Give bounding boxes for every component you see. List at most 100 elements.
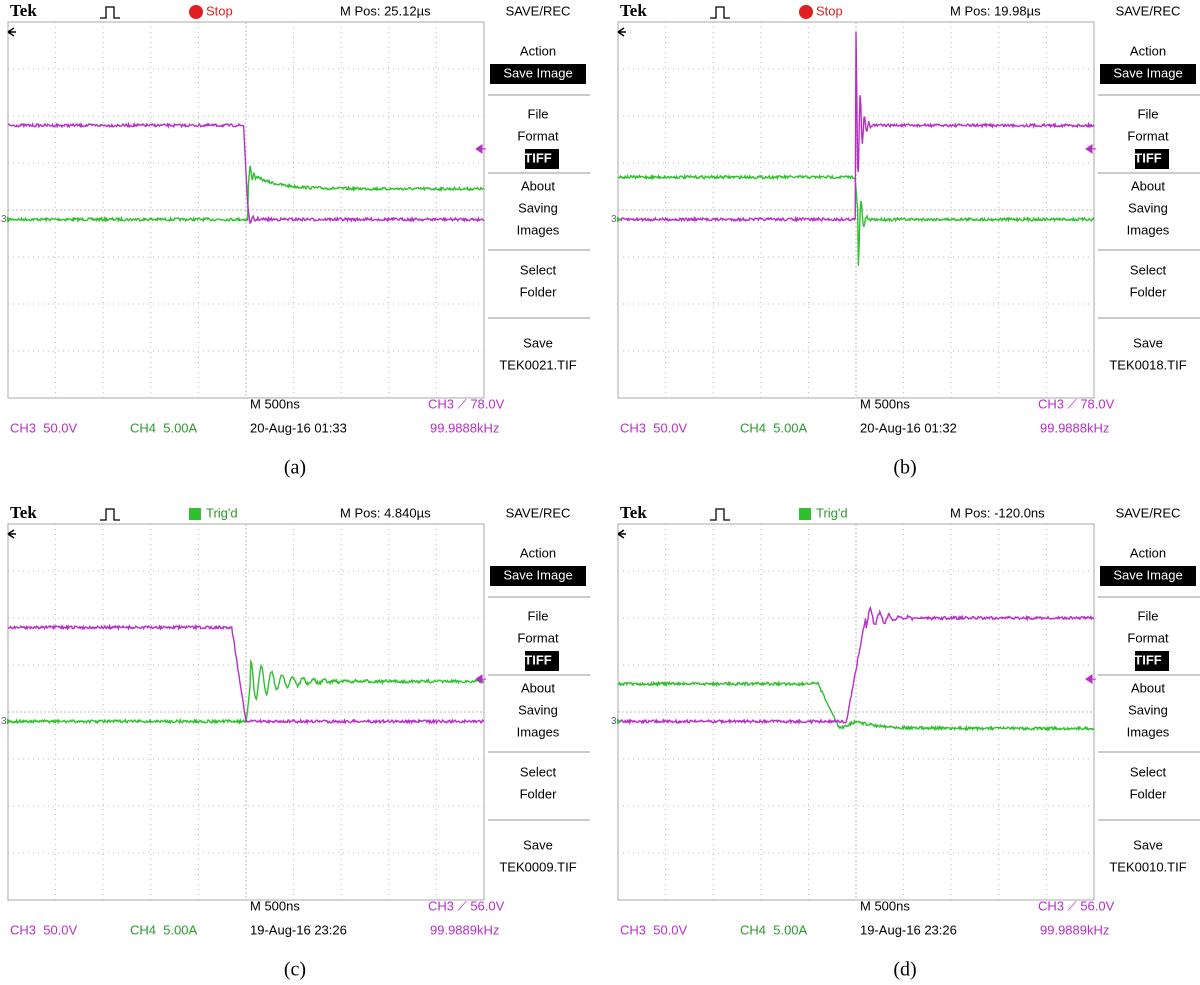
m-pos: M Pos: 25.12µs xyxy=(340,3,431,18)
brand: Tek xyxy=(620,503,647,522)
menu-item: Action xyxy=(1130,545,1166,560)
menu-item: Saving xyxy=(518,200,558,215)
menu-item: About xyxy=(521,178,555,193)
menu-item: TEK0021.TIF xyxy=(499,357,576,372)
datetime: 19-Aug-16 23:26 xyxy=(860,922,957,937)
ch4-scale: CH4 5.00A xyxy=(740,420,808,435)
datetime: 19-Aug-16 23:26 xyxy=(250,922,347,937)
m-pos: M Pos: 19.98µs xyxy=(950,3,1041,18)
trigger-setting: CH3 ⟋ 78.0V xyxy=(428,396,505,411)
ch3-scale: CH3 50.0V xyxy=(620,420,688,435)
trigger-icon xyxy=(100,509,120,520)
menu-item: Save xyxy=(523,335,553,350)
menu-item: File xyxy=(1138,608,1159,623)
m-pos: M Pos: -120.0ns xyxy=(950,505,1045,520)
status-icon xyxy=(799,5,813,19)
menu-item: TIFF xyxy=(524,150,551,165)
ground-marker: 3 xyxy=(611,716,617,727)
menu-item: About xyxy=(1131,680,1165,695)
trigger-icon xyxy=(710,7,730,18)
menu-item: Select xyxy=(520,262,557,277)
menu-item: TIFF xyxy=(1134,652,1161,667)
caption: (d) xyxy=(893,959,916,981)
menu-item: Folder xyxy=(1130,786,1168,801)
menu-item: Save Image xyxy=(503,567,572,582)
ch4-scale: CH4 5.00A xyxy=(130,420,198,435)
ch4-scale: CH4 5.00A xyxy=(740,922,808,937)
menu-item: Format xyxy=(1127,128,1169,143)
ch3-scale: CH3 50.0V xyxy=(620,922,688,937)
menu-item: TIFF xyxy=(1134,150,1161,165)
scope-panel: TekTrig'dM Pos: 4.840µsSAVE/REC3ActionSa… xyxy=(1,503,590,981)
ground-marker: 3 xyxy=(1,214,7,225)
menu-item: Folder xyxy=(1130,284,1168,299)
status-icon xyxy=(799,508,811,520)
menu-title: SAVE/REC xyxy=(1116,505,1181,520)
trigger-icon xyxy=(710,509,730,520)
menu-item: Saving xyxy=(518,702,558,717)
datetime: 20-Aug-16 01:33 xyxy=(250,420,347,435)
ch3-scale: CH3 50.0V xyxy=(10,420,78,435)
status-icon xyxy=(189,508,201,520)
status: Trig'd xyxy=(206,505,238,520)
status-icon xyxy=(189,5,203,19)
menu-title: SAVE/REC xyxy=(506,505,571,520)
menu-item: File xyxy=(528,608,549,623)
menu-item: Select xyxy=(1130,262,1167,277)
datetime: 20-Aug-16 01:32 xyxy=(860,420,957,435)
menu-item: Action xyxy=(520,43,556,58)
caption: (c) xyxy=(284,959,306,981)
menu-item: Select xyxy=(520,764,557,779)
timebase: M 500ns xyxy=(250,396,300,411)
menu-title: SAVE/REC xyxy=(1116,3,1181,18)
status: Stop xyxy=(816,3,843,18)
frequency: 99.9889kHz xyxy=(430,922,499,937)
menu-item: Folder xyxy=(520,284,558,299)
menu-item: Images xyxy=(1127,222,1170,237)
menu-item: Save xyxy=(1133,837,1163,852)
ground-marker: 3 xyxy=(1,716,7,727)
brand: Tek xyxy=(10,1,37,20)
menu-item: Format xyxy=(1127,630,1169,645)
menu-item: Folder xyxy=(520,786,558,801)
ch4-scale: CH4 5.00A xyxy=(130,922,198,937)
menu-item: Images xyxy=(517,724,560,739)
menu-item: Format xyxy=(517,630,559,645)
figure: Tek Stop M Pos: 25.12µs SAVE/REC 3 Action Save… xyxy=(0,0,1200,985)
timebase: M 500ns xyxy=(860,396,910,411)
menu-item: File xyxy=(528,106,549,121)
menu-item: TEK0009.TIF xyxy=(499,859,576,874)
brand: Tek xyxy=(10,503,37,522)
ch3-scale: CH3 50.0V xyxy=(10,922,78,937)
timebase: M 500ns xyxy=(250,898,300,913)
status: Stop xyxy=(206,3,233,18)
menu-item: Images xyxy=(517,222,560,237)
timebase: M 500ns xyxy=(860,898,910,913)
trigger-icon xyxy=(100,7,120,18)
menu-item: TIFF xyxy=(524,652,551,667)
menu-item: Select xyxy=(1130,764,1167,779)
menu-item: About xyxy=(1131,178,1165,193)
m-pos: M Pos: 4.840µs xyxy=(340,505,431,520)
page: {"panels": [ {"brand": "Tek", "status": … xyxy=(0,0,1200,985)
trigger-setting: CH3 ⟋ 56.0V xyxy=(1038,898,1115,913)
menu-item: Format xyxy=(517,128,559,143)
menu-item: Images xyxy=(1127,724,1170,739)
frequency: 99.9889kHz xyxy=(1040,922,1109,937)
menu-item: TEK0010.TIF xyxy=(1109,859,1186,874)
trigger-setting: CH3 ⟋ 56.0V xyxy=(428,898,505,913)
menu-item: TEK0018.TIF xyxy=(1109,357,1186,372)
status: Trig'd xyxy=(816,505,848,520)
ground-marker: 3 xyxy=(611,214,617,225)
menu-item: Save Image xyxy=(503,65,572,80)
menu-item: Saving xyxy=(1128,200,1168,215)
trigger-setting: CH3 ⟋ 78.0V xyxy=(1038,396,1115,411)
frequency: 99.9888kHz xyxy=(1040,420,1109,435)
scope-panel: Tek Trig'd M Pos: -120.0ns SAVE/REC 3 Action S… xyxy=(611,503,1200,981)
menu-item: Save xyxy=(1133,335,1163,350)
menu-item: Save Image xyxy=(1113,65,1182,80)
brand: Tek xyxy=(620,1,647,20)
caption: (a) xyxy=(284,457,306,479)
